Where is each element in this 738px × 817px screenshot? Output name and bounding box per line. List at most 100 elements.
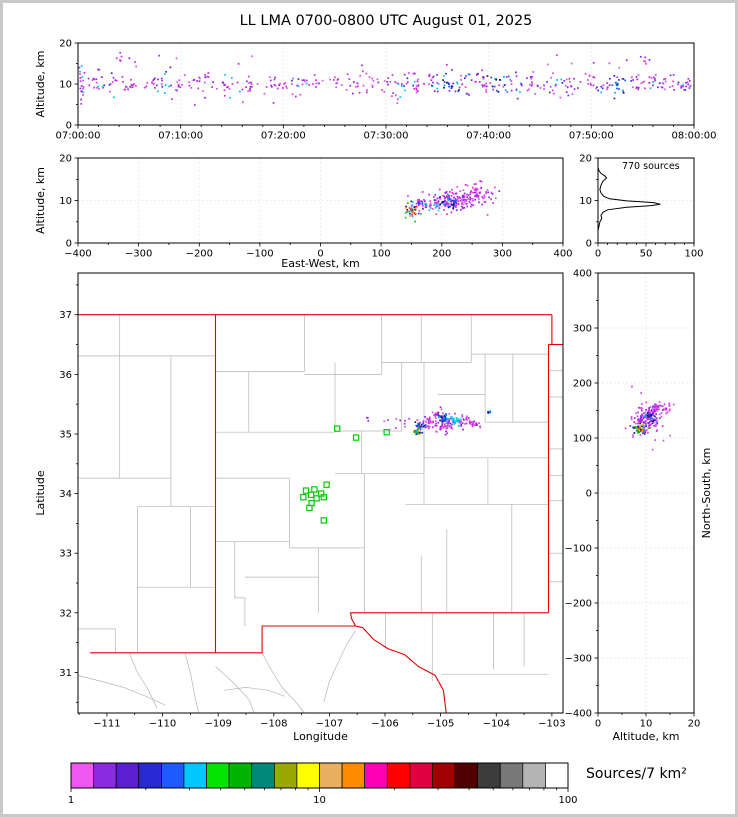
colorbar-cell	[93, 762, 117, 789]
y-tick-label: 10	[59, 80, 72, 91]
colorbar-cell	[70, 762, 94, 789]
colorbar-cell	[138, 762, 162, 789]
y-tick-label: 300	[573, 324, 592, 335]
figure-title: LL LMA 0700-0800 UTC August 01, 2025	[239, 13, 533, 29]
x-tick-label: 300	[493, 249, 512, 260]
x-tick-label: 08:00:00	[672, 131, 717, 142]
scatter-points	[78, 51, 692, 106]
state-boundary	[90, 625, 356, 654]
eastwest-height-panel: −400 −300 −200 −100 0 100 200 300 400 0 10 20 East-W…	[34, 154, 573, 271]
colorbar-tick-label: 100	[558, 795, 577, 806]
x-tick-label: −110	[149, 719, 176, 730]
x-tick-label: −108	[260, 719, 287, 730]
colorbar-cell	[228, 762, 253, 789]
colorbar-tick-label: 10	[313, 795, 326, 806]
x-tick-label: 50	[640, 249, 653, 260]
colorbar-cell	[522, 762, 546, 789]
lma-station-marker	[306, 504, 313, 512]
x-tick-label: 400	[553, 249, 572, 260]
x-tick-label: −107	[316, 719, 343, 730]
y-tick-label: 20	[59, 154, 72, 165]
x-tick-label: 07:40:00	[466, 131, 511, 142]
x-tick-label: −400	[64, 249, 91, 260]
x-tick-label: 0	[317, 249, 323, 260]
y-tick-label: 33	[59, 549, 72, 560]
colorbar-cell	[161, 762, 185, 789]
county-boundary	[261, 652, 305, 714]
axes-frame	[77, 272, 564, 714]
x-tick-label: 07:20:00	[261, 131, 306, 142]
x-tick-label: 20	[688, 719, 701, 730]
x-tick-label: 100	[684, 249, 703, 260]
state-boundary	[349, 612, 549, 627]
x-tick-label: 10	[640, 719, 653, 730]
colorbar-cell	[409, 762, 433, 789]
county-boundary	[184, 652, 200, 714]
x-tick-label: −106	[371, 719, 398, 730]
lma-station-marker	[323, 481, 330, 488]
x-tick-label: −105	[427, 719, 454, 730]
county-boundary	[223, 687, 286, 697]
lma-station-marker	[352, 434, 360, 441]
colorbar-cell	[319, 762, 343, 789]
colorbar-tick-label: 1	[68, 795, 74, 806]
time-height-panel: 07:00:00 07:10:00 07:20:00 07:30:00 07:40:00…	[34, 39, 716, 142]
y-axis-label: Latitude	[34, 470, 47, 516]
colorbar-cell	[206, 762, 230, 789]
colorbar-cell	[432, 762, 456, 789]
y-axis-label: Altitude, km	[34, 167, 47, 234]
county-boundary	[234, 541, 246, 626]
y-axis-label: Altitude, km	[34, 50, 47, 117]
y-tick-label: 0	[66, 121, 72, 132]
x-tick-label: −109	[204, 719, 231, 730]
lma-station-marker	[311, 486, 318, 493]
colorbar-cell	[364, 762, 388, 789]
lma-station-marker	[307, 491, 315, 499]
y-tick-label: −300	[565, 654, 592, 665]
y-tick-label: 20	[59, 39, 72, 50]
colorbar: 1 10 100	[68, 762, 578, 806]
lma-station-marker	[313, 495, 320, 502]
colorbar-cell	[115, 762, 140, 789]
scatter-points	[404, 180, 501, 223]
lma-station-marker	[320, 517, 328, 524]
x-tick-label: −200	[186, 249, 213, 260]
y-tick-label: 20	[579, 154, 592, 165]
x-tick-label: 07:50:00	[569, 131, 614, 142]
scatter-points	[366, 406, 492, 436]
colorbar-cell	[273, 762, 298, 789]
y-tick-label: 35	[59, 430, 72, 441]
lma-station-marker	[300, 494, 307, 501]
lma-station-marker	[302, 487, 310, 494]
colorbar-cell	[251, 762, 275, 789]
y-tick-label: 100	[573, 434, 592, 445]
x-tick-label: 0	[595, 719, 601, 730]
northsouth-height-panel: 0 10 20 400 300 200 100 0 −100 −200 −300 −400 Altitu…	[565, 269, 713, 744]
lma-station-marker	[383, 429, 390, 436]
map-panel: −111 −110 −109 −108 −107 −106 −105 −104 −103 31 32…	[34, 272, 566, 743]
x-tick-label: −103	[538, 719, 565, 730]
y-tick-label: 31	[59, 668, 72, 679]
altitude-histogram-panel: 0 50 100 0 10 20 770 sources	[579, 154, 703, 260]
y-tick-label: 32	[59, 608, 72, 619]
x-axis-label: Longitude	[293, 730, 348, 743]
state-boundary	[355, 625, 447, 714]
lma-station-marker	[320, 494, 328, 501]
county-boundary	[77, 675, 166, 706]
colorbar-cell	[296, 762, 320, 789]
y-tick-label: 10	[579, 196, 592, 207]
county-boundary	[215, 666, 255, 714]
y-axis-label: North-South, km	[700, 448, 713, 539]
x-tick-label: 200	[432, 249, 451, 260]
county-boundary	[128, 652, 158, 709]
x-tick-label: −300	[125, 249, 152, 260]
y-tick-label: 400	[573, 269, 592, 280]
y-tick-label: −100	[565, 544, 592, 555]
plot-canvas: 07:00:00 07:10:00 07:20:00 07:30:00 07:40:00…	[34, 39, 716, 807]
county-boundary	[78, 628, 116, 653]
x-tick-label: 100	[372, 249, 391, 260]
y-tick-label: 200	[573, 379, 592, 390]
lma-station-marker	[334, 425, 341, 432]
y-tick-label: 10	[59, 196, 72, 207]
